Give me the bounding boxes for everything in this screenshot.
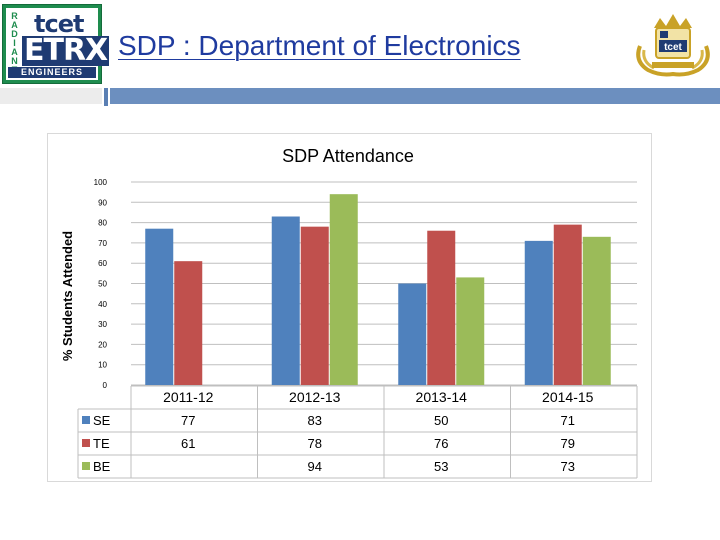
logo-brand-top: tcet [34,10,84,38]
legend-swatch-se [82,416,90,424]
radiant-letter: D [11,29,18,39]
logo-brand-bottom: ENGINEERS [8,67,96,78]
data-value: 53 [434,459,448,474]
bar-te-2012-13 [300,226,329,385]
legend-label-se: SE [93,413,111,428]
chart-svg: SDP Attendance % Students Attended 0 10 20… [60,146,638,479]
bar-se-2014-15 [524,240,553,385]
crest-text: tcet [664,42,682,53]
y-tick-label: 100 [94,178,108,187]
data-value: 76 [434,436,448,451]
y-tick-label: 70 [98,239,107,248]
bar-te-2013-14 [427,230,456,385]
data-value: 83 [308,413,322,428]
radiant-letter: R [11,11,18,21]
header-divider [104,88,108,106]
bar-te-2011-12 [174,261,203,385]
header-band-right [110,88,720,104]
data-table: 2011-12 2012-13 2013-14 2014-15 SE 77 83 50 71 TE… [77,385,638,479]
data-value: 71 [561,413,575,428]
bars-layer [145,194,611,385]
y-tick-label: 10 [98,361,107,370]
x-tick-label: 2013-14 [416,389,468,405]
radiant-letter: I [13,38,16,48]
legend-label-te: TE [93,436,110,451]
bar-be-2012-13 [329,194,358,385]
y-tick-label: 60 [98,259,107,268]
radiant-letter: N [11,56,18,66]
x-tick-label: 2011-12 [163,389,214,405]
page-title: SDP : Department of Electronics [118,30,521,61]
y-tick-label: 30 [98,320,107,329]
data-value: 94 [308,459,322,474]
x-tick-label: 2014-15 [542,389,594,405]
x-tick-label: 2012-13 [289,389,341,405]
y-tick-label: 40 [98,300,107,309]
radiant-letter: A [11,47,18,57]
logo-brand-main: ETRX [22,33,110,68]
data-value: 73 [561,459,575,474]
y-tick-label: 0 [103,381,108,390]
legend-label-be: BE [93,459,111,474]
bar-be-2014-15 [582,236,611,385]
radiant-letter: A [11,20,18,30]
attendance-chart: SDP Attendance % Students Attended 0 10 20… [47,133,652,482]
y-tick-label: 80 [98,219,107,228]
etrx-logo: R A D I A N T tcet ETRX ENGINEERS [2,4,110,84]
radiant-letters: R A D I A N T [9,12,20,75]
y-tick-label: 50 [98,280,107,289]
legend-swatch-te [82,439,90,447]
data-value: 61 [181,436,195,451]
y-axis-label: % Students Attended [60,231,75,361]
bar-te-2014-15 [553,224,582,385]
bar-se-2013-14 [398,283,427,385]
y-tick-label: 20 [98,340,107,349]
data-value: 50 [434,413,448,428]
y-tick-label: 90 [98,198,107,207]
data-value: 77 [181,413,195,428]
header-band-left [0,88,102,104]
data-value: 78 [308,436,322,451]
bar-se-2011-12 [145,228,174,385]
legend-swatch-be [82,462,90,470]
bar-se-2012-13 [271,216,300,385]
bar-be-2013-14 [456,277,485,385]
chart-title: SDP Attendance [282,146,414,166]
data-value: 79 [561,436,575,451]
tcet-crest-logo: tcet [636,14,710,77]
